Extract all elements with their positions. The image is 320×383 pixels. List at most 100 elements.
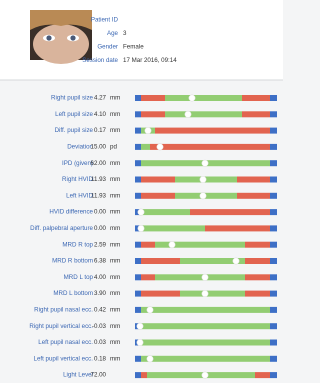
row-value: 0.18 — [94, 355, 107, 362]
row-value: 11.93 — [91, 176, 107, 183]
gauge-segment — [270, 307, 277, 313]
row-unit: mm — [110, 339, 120, 346]
gauge-segment — [270, 128, 277, 134]
row-unit: mm — [110, 274, 120, 281]
row-label: Right pupil vertical ecc. — [29, 323, 93, 330]
gauge-marker — [147, 356, 153, 362]
gauge-segment — [237, 193, 270, 199]
gauge-segment — [141, 340, 270, 346]
gauge-segment — [155, 128, 270, 134]
gauge-segment — [270, 356, 277, 362]
gauge-segment — [270, 323, 277, 329]
row-value: 72.00 — [91, 372, 107, 379]
gauge-segment — [165, 95, 242, 101]
gauge-segment — [135, 128, 141, 134]
gauge-marker — [147, 307, 153, 313]
gauge-segment — [270, 209, 277, 215]
gauge-marker — [202, 372, 208, 378]
row-label: Left pupil vertical ecc. — [34, 355, 94, 362]
gauge-marker — [157, 144, 163, 150]
row-label: MRD R bottom — [52, 258, 93, 265]
gauge-segment — [180, 291, 245, 297]
gauge-marker — [202, 160, 208, 166]
gauge-segment — [135, 177, 141, 183]
gauge-marker — [185, 111, 191, 117]
gauge-marker — [169, 242, 175, 248]
gauge-segment — [270, 291, 277, 297]
field-label: Session date — [82, 57, 118, 64]
gauge-segment — [141, 193, 175, 199]
row-unit: mm — [110, 192, 120, 199]
gauge-segment — [237, 177, 270, 183]
gauge-segment — [141, 291, 180, 297]
gauge-segment — [155, 242, 245, 248]
gauge-segment — [165, 111, 242, 117]
gauge-segment — [135, 307, 141, 313]
field-value: 17 Mar 2016, 09:14 — [123, 57, 177, 64]
gauge-segment — [270, 95, 277, 101]
gauge-segment — [270, 340, 277, 346]
gauge-segment — [245, 291, 270, 297]
row-unit: mm — [110, 225, 120, 232]
row-unit: mm — [110, 258, 120, 265]
gauge-marker — [189, 95, 195, 101]
row-label: Light Level — [63, 372, 93, 379]
row-label: Left pupil size — [55, 111, 93, 118]
gauge-segment — [141, 95, 165, 101]
row-value: 0.17 — [94, 127, 107, 134]
row-label: Diff. palpebral aperture — [30, 225, 93, 232]
row-value: 0.03 — [94, 339, 107, 346]
gauge-segment — [141, 258, 180, 264]
row-label: MRD L bottom — [53, 290, 93, 297]
gauge-segment — [245, 258, 270, 264]
gauge-segment — [270, 372, 277, 378]
gauge-segment — [245, 274, 270, 280]
gauge-segment — [270, 225, 277, 231]
gauge-segment — [135, 160, 141, 166]
row-label: Left pupil nasal ecc. — [38, 339, 93, 346]
row-unit: mm — [110, 111, 120, 118]
gauge-marker — [137, 339, 143, 345]
row-value: 2.59 — [94, 241, 107, 248]
row-unit: mm — [110, 290, 120, 297]
gauge-segment — [141, 372, 147, 378]
row-label: Right pupil size — [51, 95, 94, 102]
row-unit: mm — [110, 241, 120, 248]
gauge-segment — [135, 242, 141, 248]
gauge-segment — [242, 111, 270, 117]
gauge-segment — [135, 258, 141, 264]
row-value: 4.27 — [94, 95, 107, 102]
gauge-segment — [135, 144, 141, 150]
gauge-segment — [141, 225, 205, 231]
gauge-segment — [245, 242, 270, 248]
row-value: 0.42 — [94, 307, 107, 314]
gauge-segment — [270, 242, 277, 248]
row-label: Diff. pupil size — [55, 127, 94, 134]
gauge-marker — [138, 209, 144, 215]
gauge-segment — [155, 274, 245, 280]
gauge-marker — [137, 323, 143, 329]
gauge-segment — [141, 307, 270, 313]
field-value: Female — [123, 44, 144, 51]
row-unit: mm — [110, 355, 120, 362]
row-label: Left HVID — [66, 192, 93, 199]
gauge-segment — [141, 274, 155, 280]
row-value: 0.00 — [94, 209, 107, 216]
row-label: HVID difference — [49, 209, 93, 216]
gauge-segment — [270, 274, 277, 280]
row-value: -0.03 — [92, 323, 107, 330]
row-unit: mm — [110, 307, 120, 314]
row-value: 62.00 — [91, 160, 107, 167]
gauge-marker — [202, 274, 208, 280]
row-label: IPD (given) — [62, 160, 93, 167]
gauge-segment — [141, 111, 165, 117]
row-unit: pd — [110, 144, 117, 151]
gauge-marker — [200, 176, 206, 182]
gauge-segment — [147, 372, 255, 378]
row-label: Right pupil nasal ecc. — [34, 307, 93, 314]
row-value: 4.00 — [94, 274, 107, 281]
row-value: 6.38 — [94, 258, 107, 265]
gauge-segment — [270, 160, 277, 166]
row-unit: mm — [110, 127, 120, 134]
gauge-segment — [135, 372, 141, 378]
